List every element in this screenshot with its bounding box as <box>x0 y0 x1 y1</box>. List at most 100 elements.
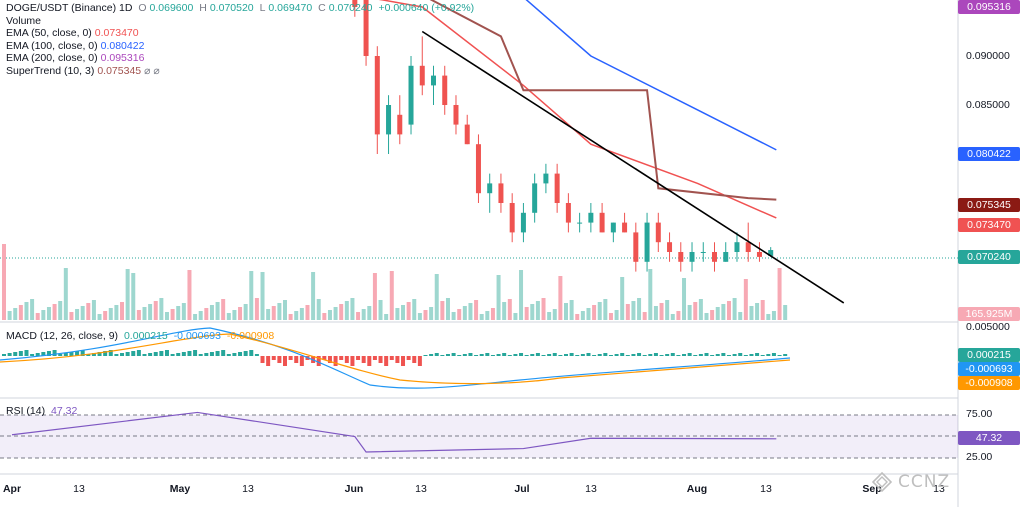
volume-bar <box>564 303 568 320</box>
volume-bar <box>440 301 445 320</box>
volume-bar <box>18 305 23 320</box>
volume-bar <box>41 310 46 320</box>
volume-bar <box>395 308 400 320</box>
rsi-tick-label: 25.00 <box>966 451 993 463</box>
volume-bar <box>209 305 214 320</box>
volume-bar <box>547 312 552 320</box>
macd-hist-bar <box>564 354 568 356</box>
macd-hist-bar <box>181 352 186 356</box>
time-tick-label: May <box>169 483 191 495</box>
ema100-price-tag: 0.080422 <box>958 147 1020 161</box>
volume-bar <box>490 308 495 320</box>
volume-bar <box>738 312 743 320</box>
candle-body <box>374 56 380 135</box>
legend-symbol[interactable]: DOGE/USDT (Binance) 1D <box>6 2 133 14</box>
macd-hist-bar <box>316 356 321 366</box>
macd-hist-bar <box>344 356 349 363</box>
volume-bar <box>333 307 338 320</box>
volume-bar <box>159 298 164 320</box>
macd-hist-bar <box>406 356 411 360</box>
macd-hist-bar <box>434 353 439 356</box>
volume-bar <box>423 310 428 320</box>
volume-bar <box>58 301 63 320</box>
supertrend-price-tag: 0.075345 <box>958 198 1020 212</box>
macd-hist-bar <box>401 356 406 366</box>
macd-hist-bar <box>226 354 231 356</box>
time-tick-label: 13 <box>242 483 254 495</box>
macd-hist-bar <box>755 353 760 356</box>
volume-bar <box>755 303 760 320</box>
volume-bar <box>35 313 40 320</box>
macd-hist-bar <box>552 353 557 356</box>
macd-hist-bar <box>58 354 63 356</box>
price-tick-label: 0.090000 <box>966 50 1010 62</box>
macd-hist-bar <box>726 355 731 356</box>
macd-hist-bar <box>103 351 108 356</box>
macd-hist-bar <box>704 353 709 356</box>
macd-hist-bar <box>732 354 737 356</box>
macd-hist-bar <box>389 356 394 360</box>
macd-hist-bar <box>474 355 479 356</box>
macd-hist-bar <box>266 356 271 366</box>
macd-hist-bar <box>52 350 57 356</box>
volume-bar <box>153 301 158 320</box>
macd-hist-bar <box>462 354 467 356</box>
legend-close: 0.070240 <box>328 2 373 14</box>
macd-hist-bar <box>777 355 782 356</box>
volume-bar <box>558 276 563 320</box>
macd-hist-bar <box>125 352 130 356</box>
volume-bar <box>485 311 490 320</box>
rsi-legend[interactable]: RSI (14) 47.32 <box>6 405 80 418</box>
macd-hist-bar <box>254 354 259 356</box>
macd-hist-bar <box>176 353 181 356</box>
ema50-line <box>378 0 777 219</box>
macd-legend[interactable]: MACD (12, 26, close, 9) 0.000215 -0.0006… <box>6 330 277 343</box>
last-price-tag: 0.070240 <box>958 250 1020 264</box>
candle-body <box>756 252 762 257</box>
volume-bar <box>659 303 664 320</box>
volume-bar <box>597 302 602 320</box>
time-tick-label: Apr <box>2 483 22 495</box>
visibility-icon[interactable]: ⌀ ⌀ <box>144 64 160 77</box>
legend-ema200-row[interactable]: EMA (200, close, 0) 0.095316 <box>6 52 477 65</box>
macd-hist-bar <box>24 350 29 356</box>
ema200-price-tag: 0.095316 <box>958 0 1020 14</box>
volume-bar <box>288 314 293 320</box>
volume-bar <box>305 305 310 320</box>
volume-bar <box>114 305 119 320</box>
macd-hist-bar <box>322 356 327 360</box>
macd-hist-bar <box>659 355 664 356</box>
candle-body <box>599 212 605 233</box>
macd-hist-bar <box>445 354 450 356</box>
macd-hist-bar <box>693 355 698 356</box>
macd-hist-bar <box>771 353 776 356</box>
volume-bar <box>507 299 512 320</box>
candle-body <box>532 183 538 213</box>
macd-hist-bar <box>277 356 282 363</box>
legend-supertrend-row[interactable]: SuperTrend (10, 3) 0.075345 ⌀ ⌀ <box>6 65 477 78</box>
legend-ema100-row[interactable]: EMA (100, close, 0) 0.080422 <box>6 40 477 53</box>
macd-hist-bar <box>608 355 613 356</box>
legend-volume-row[interactable]: Volume <box>6 15 477 28</box>
candle-body <box>700 252 706 253</box>
macd-hist-bar <box>530 354 535 356</box>
macd-hist-bar <box>440 355 445 356</box>
volume-bar <box>749 306 754 320</box>
legend-ema100-label: EMA (100, close, 0) <box>6 39 98 52</box>
volume-bar <box>238 307 243 320</box>
volume-bars <box>2 244 788 320</box>
volume-bar <box>378 300 383 320</box>
volume-bar <box>451 312 456 320</box>
macd-legend-macd: -0.000693 <box>173 330 221 342</box>
macd-hist-bar <box>687 353 692 356</box>
volume-bar <box>625 304 630 320</box>
time-tick-label: 13 <box>933 483 945 495</box>
rsi-legend-value: 47.32 <box>51 405 78 417</box>
candle-body <box>633 232 639 262</box>
volume-bar <box>367 306 372 320</box>
volume-bar <box>136 310 141 320</box>
macd-hist-bar <box>524 355 529 356</box>
legend-ema50-row[interactable]: EMA (50, close, 0) 0.073470 <box>6 27 477 40</box>
